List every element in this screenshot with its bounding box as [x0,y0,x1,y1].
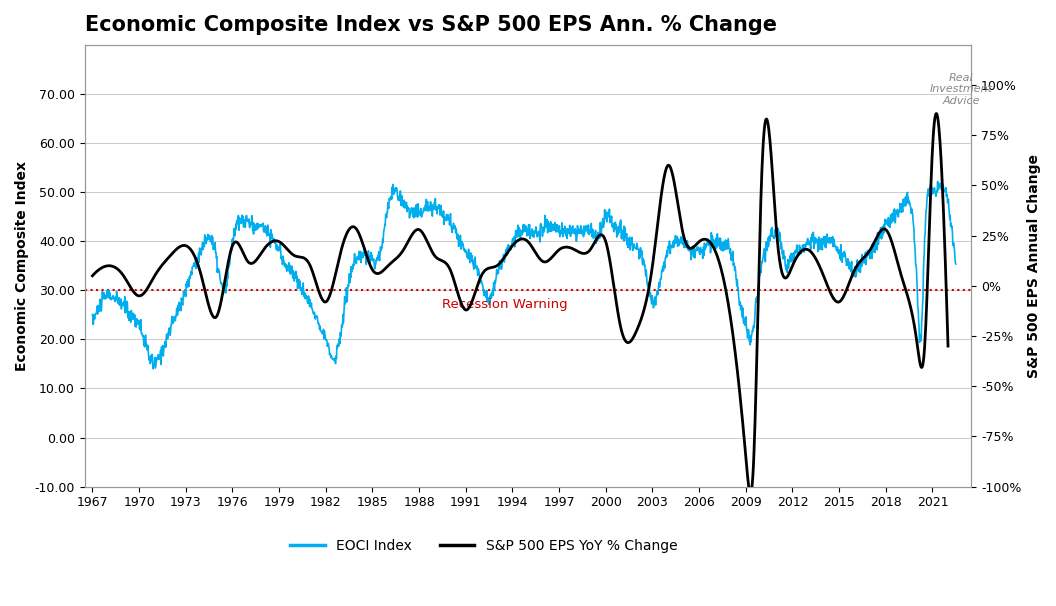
Text: Economic Composite Index vs S&P 500 EPS Ann. % Change: Economic Composite Index vs S&P 500 EPS … [84,15,776,35]
Legend: EOCI Index, S&P 500 EPS YoY % Change: EOCI Index, S&P 500 EPS YoY % Change [285,533,682,559]
Text: Real
Investment
Advice: Real Investment Advice [929,73,993,106]
Y-axis label: S&P 500 EPS Annual Change: S&P 500 EPS Annual Change [1027,154,1041,378]
Y-axis label: Economic Composite Index: Economic Composite Index [15,161,29,371]
Text: Recession Warning: Recession Warning [441,298,567,311]
